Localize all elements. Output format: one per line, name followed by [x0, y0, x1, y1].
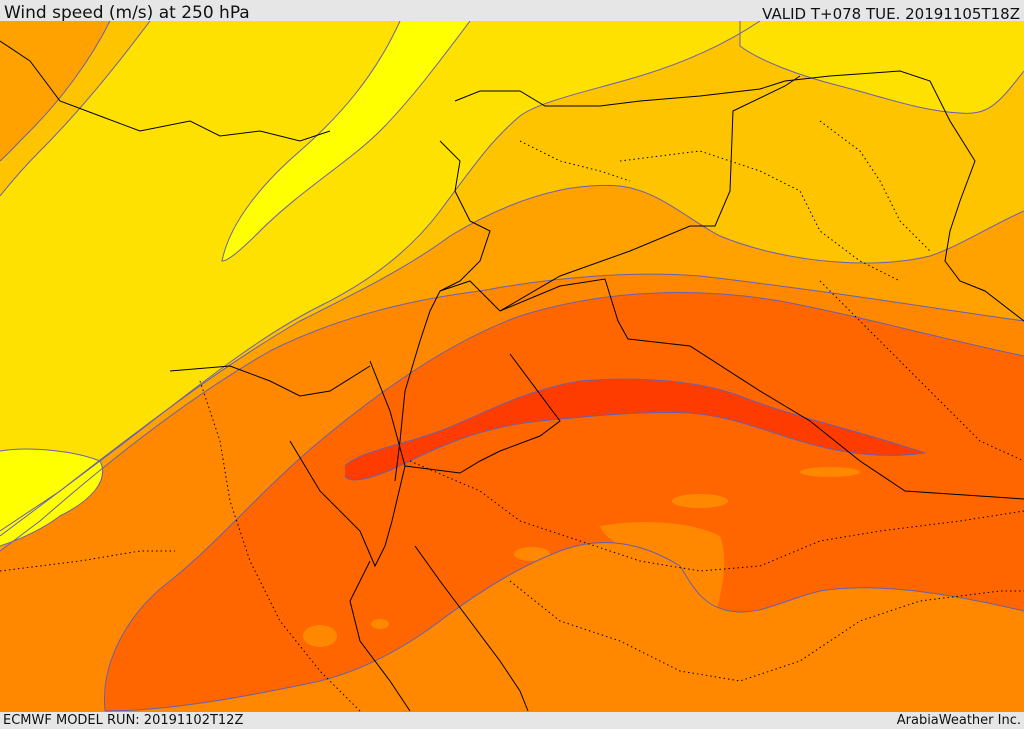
bubble-4	[371, 619, 389, 629]
field-weak-northeast	[740, 21, 1024, 114]
valid-time: VALID T+078 TUE. 20191105T18Z	[762, 5, 1020, 23]
bubble-1	[672, 494, 728, 508]
field-jet-core	[345, 379, 925, 481]
bubble-2	[514, 547, 550, 561]
bubble-6	[600, 522, 725, 626]
bubble-3	[303, 625, 337, 647]
field-very-strong	[104, 292, 1024, 711]
map-title: Wind speed (m/s) at 250 hPa	[4, 3, 250, 23]
field-weakest-north	[222, 21, 470, 261]
field-moderate-northwest	[0, 21, 110, 161]
field-weak	[0, 21, 760, 536]
wind-speed-map	[0, 21, 1024, 712]
contour-lines	[0, 21, 1024, 712]
borders	[0, 40, 1024, 712]
internal-borders	[0, 120, 1024, 712]
bubble-5	[800, 467, 860, 477]
credit: ArabiaWeather Inc.	[896, 713, 1021, 728]
model-run: ECMWF MODEL RUN: 20191102T12Z	[3, 713, 244, 728]
